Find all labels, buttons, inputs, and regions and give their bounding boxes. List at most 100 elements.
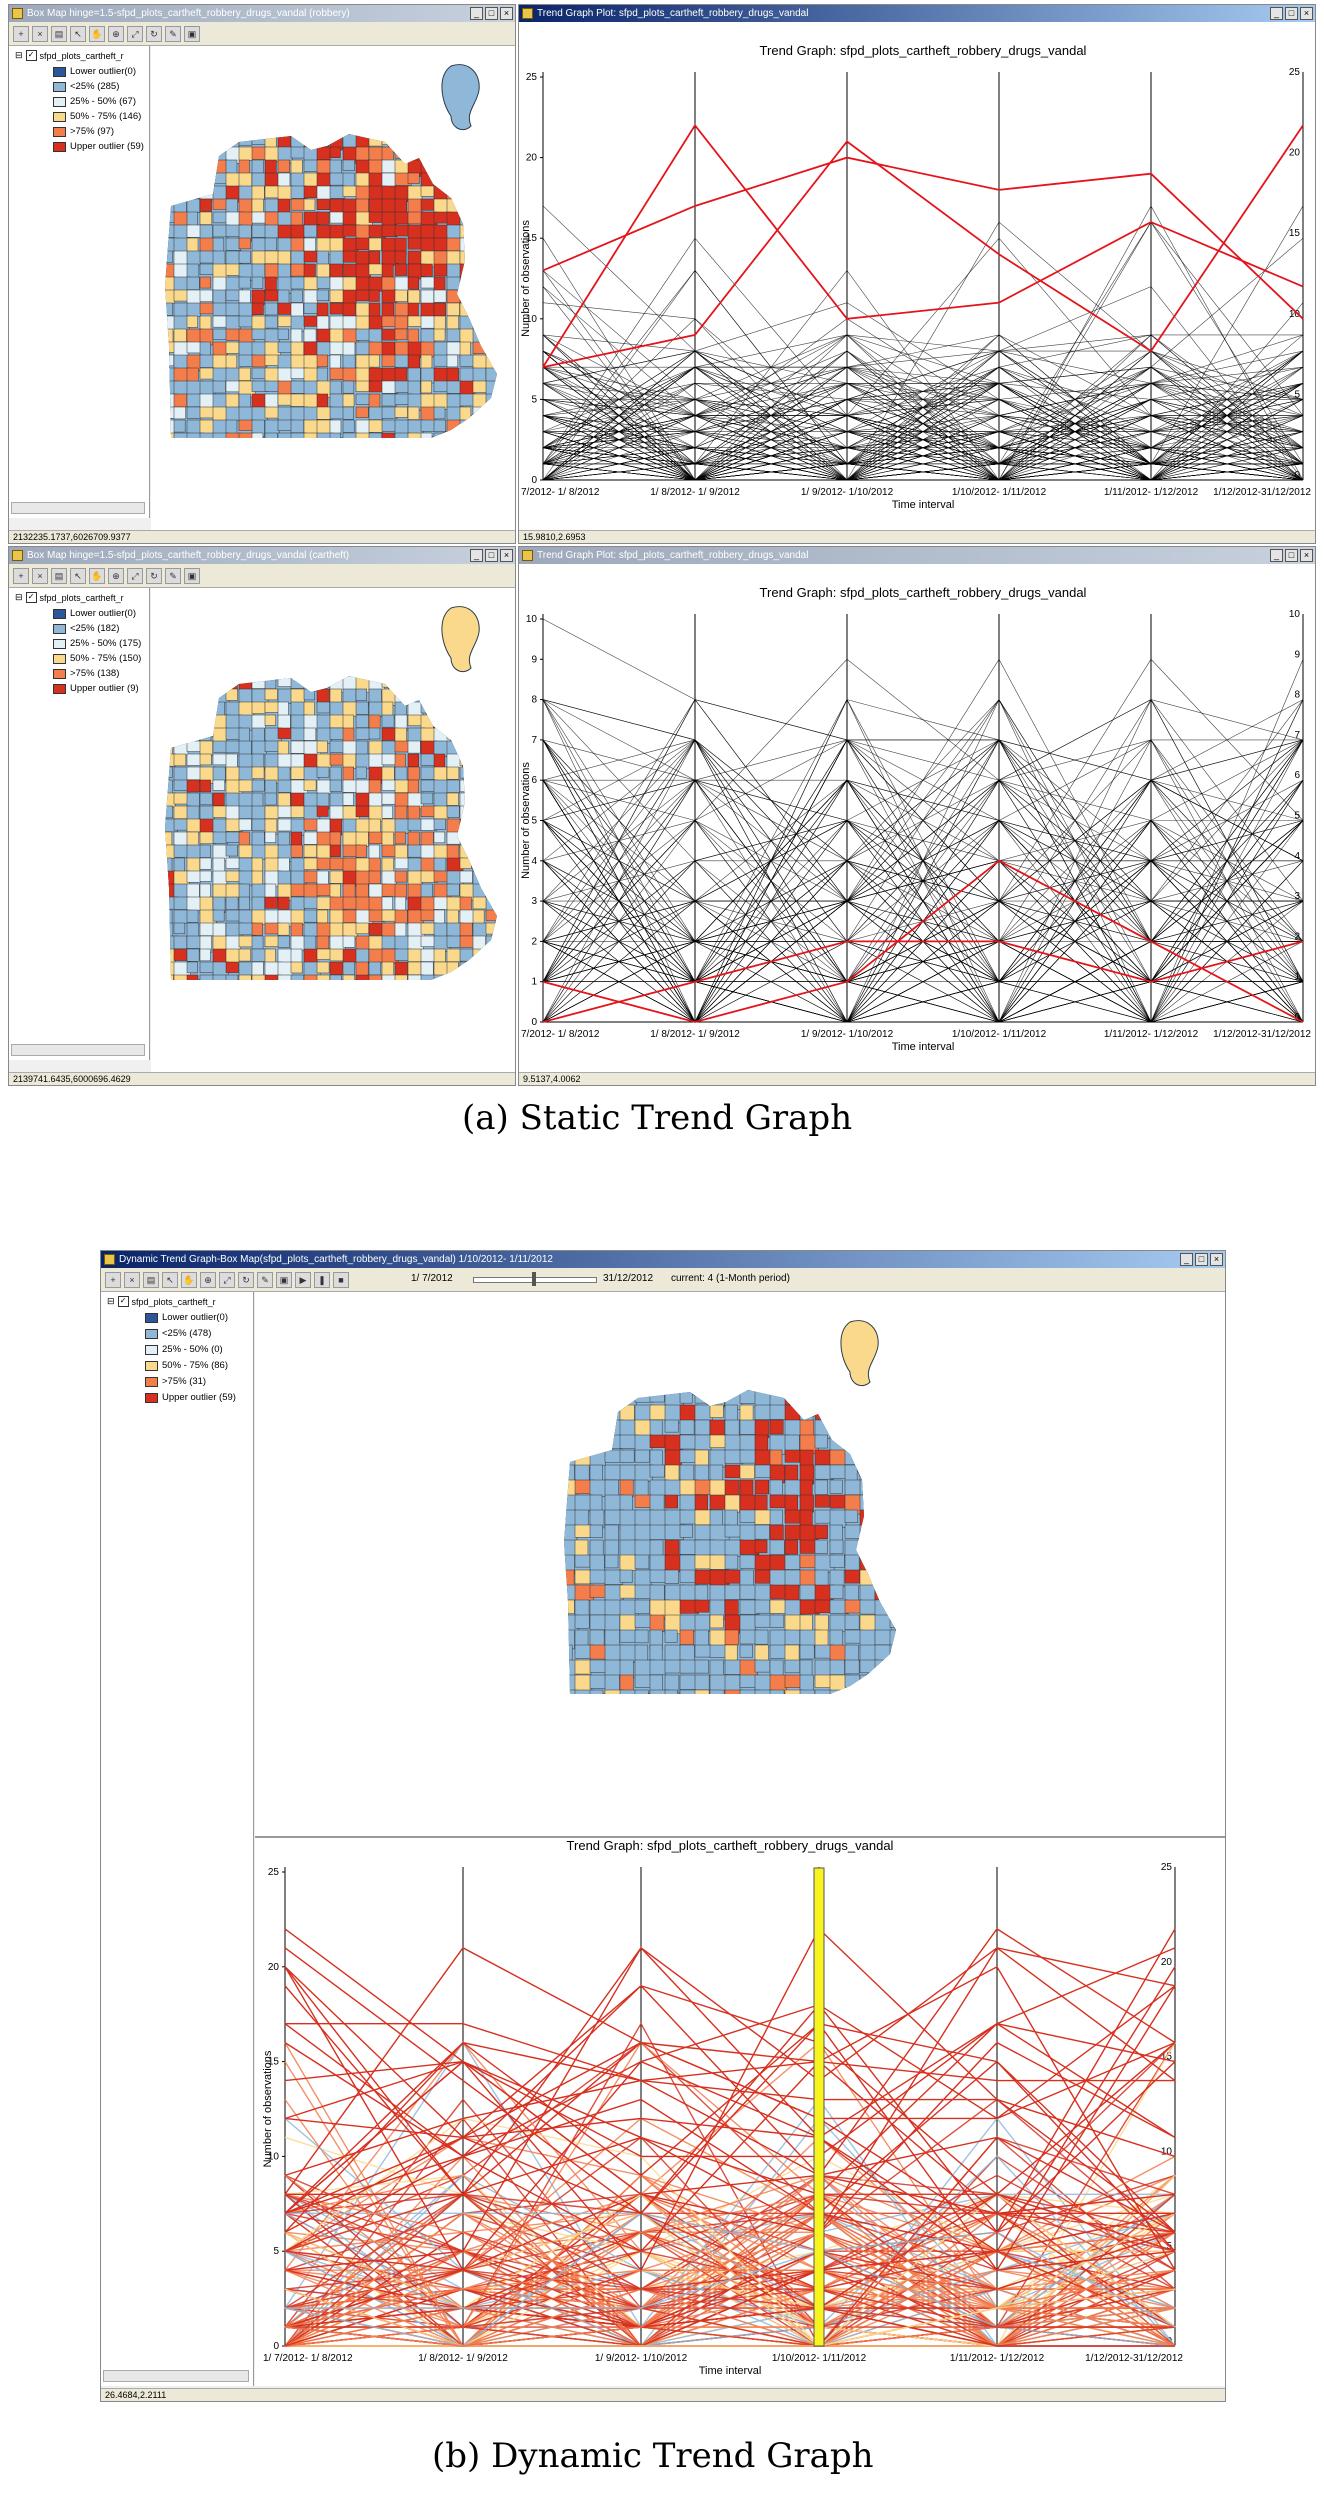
census-tract[interactable]: [433, 185, 449, 200]
census-tract[interactable]: [161, 766, 173, 778]
census-tract[interactable]: [225, 831, 242, 843]
census-tract[interactable]: [277, 935, 290, 948]
census-tract[interactable]: [739, 1689, 760, 1707]
census-tract[interactable]: [381, 883, 397, 897]
census-tract[interactable]: [329, 172, 344, 186]
census-tract[interactable]: [251, 263, 266, 279]
census-tract[interactable]: [499, 355, 512, 366]
census-tract[interactable]: [784, 1539, 798, 1555]
census-tract[interactable]: [829, 1390, 850, 1409]
census-tract[interactable]: [889, 1629, 909, 1647]
census-tract[interactable]: [173, 393, 188, 408]
census-tract[interactable]: [709, 1614, 724, 1629]
census-tract[interactable]: [238, 896, 250, 910]
census-tract[interactable]: [368, 948, 383, 964]
census-tract[interactable]: [394, 922, 407, 937]
census-tract[interactable]: [342, 159, 355, 171]
census-tract[interactable]: [560, 1434, 580, 1448]
census-tract[interactable]: [394, 779, 409, 793]
census-tract[interactable]: [485, 172, 501, 189]
layer-checkbox[interactable]: ✓: [25, 592, 37, 603]
refresh-icon[interactable]: ↻: [146, 567, 162, 584]
census-tract[interactable]: [499, 676, 515, 693]
census-tract[interactable]: [355, 805, 371, 818]
census-tract[interactable]: [446, 250, 461, 265]
census-tract[interactable]: [679, 1524, 693, 1538]
census-tract[interactable]: [316, 315, 330, 332]
census-tract[interactable]: [342, 688, 357, 703]
census-tract[interactable]: [485, 302, 499, 314]
census-tract[interactable]: [420, 792, 434, 805]
census-tract[interactable]: [634, 1524, 651, 1541]
census-tract[interactable]: [574, 1614, 590, 1629]
census-tract[interactable]: [754, 1494, 768, 1512]
census-tract[interactable]: [446, 974, 464, 990]
census-tract[interactable]: [485, 250, 497, 264]
horizontal-scrollbar[interactable]: [103, 2370, 249, 2382]
census-tract[interactable]: [407, 276, 419, 290]
layer-checkbox[interactable]: ✓: [117, 1296, 129, 1307]
extent-icon[interactable]: ⤢: [127, 567, 143, 584]
census-tract[interactable]: [186, 688, 203, 701]
census-tract[interactable]: [459, 792, 477, 808]
census-tract[interactable]: [829, 1419, 844, 1437]
census-tract[interactable]: [225, 974, 239, 989]
census-tract[interactable]: [889, 1674, 907, 1691]
census-tract[interactable]: [814, 1539, 828, 1554]
census-tract[interactable]: [739, 1644, 754, 1658]
census-tract[interactable]: [859, 1390, 874, 1404]
census-tract[interactable]: [829, 1494, 846, 1509]
census-tract[interactable]: [859, 1479, 875, 1496]
census-tract[interactable]: [329, 341, 345, 355]
census-tract[interactable]: [459, 289, 475, 304]
census-tract[interactable]: [212, 792, 225, 806]
census-tract[interactable]: [499, 741, 514, 754]
census-tract[interactable]: [199, 948, 211, 962]
census-tract[interactable]: [485, 818, 502, 831]
census-tract[interactable]: [407, 676, 425, 688]
census-tract[interactable]: [173, 935, 188, 950]
census-tract[interactable]: [420, 948, 436, 962]
census-tract[interactable]: [459, 948, 474, 962]
census-tract[interactable]: [446, 276, 462, 291]
census-tract[interactable]: [394, 302, 410, 317]
maximize-button[interactable]: □: [1285, 549, 1298, 562]
census-tract[interactable]: [754, 1449, 772, 1466]
census-tract[interactable]: [368, 393, 381, 410]
census-tract[interactable]: [199, 844, 211, 858]
minimize-button[interactable]: _: [1270, 549, 1283, 562]
census-tract[interactable]: [290, 159, 303, 176]
census-tract[interactable]: [316, 844, 332, 860]
census-tract[interactable]: [499, 420, 513, 437]
census-tract[interactable]: [769, 1614, 785, 1628]
census-tract[interactable]: [499, 394, 514, 410]
census-tract[interactable]: [799, 1689, 816, 1706]
census-tract[interactable]: [724, 1404, 738, 1422]
census-tract[interactable]: [186, 302, 201, 317]
zoom-icon[interactable]: ⊕: [200, 1271, 216, 1288]
census-tract[interactable]: [799, 1539, 818, 1554]
census-tract[interactable]: [394, 432, 410, 449]
census-tract[interactable]: [649, 1539, 664, 1557]
census-tract[interactable]: [574, 1404, 592, 1425]
census-tract[interactable]: [485, 263, 500, 276]
census-tract[interactable]: [225, 935, 241, 951]
census-tract[interactable]: [316, 198, 330, 210]
census-tract[interactable]: [446, 302, 460, 316]
minimize-button[interactable]: _: [470, 7, 483, 20]
census-tract[interactable]: [724, 1674, 741, 1691]
census-tract[interactable]: [199, 779, 211, 793]
census-tract[interactable]: [225, 844, 238, 857]
census-tract[interactable]: [446, 354, 459, 368]
census-tract[interactable]: [472, 380, 488, 393]
census-tract[interactable]: [407, 779, 420, 794]
census-tract[interactable]: [420, 172, 435, 188]
census-tract[interactable]: [161, 805, 174, 819]
census-tract[interactable]: [604, 1539, 619, 1556]
census-tract[interactable]: [694, 1644, 712, 1658]
census-tract[interactable]: [874, 1689, 894, 1709]
census-tract[interactable]: [316, 302, 329, 319]
census-tract[interactable]: [407, 432, 423, 449]
census-tract[interactable]: [303, 779, 317, 791]
census-tract[interactable]: [472, 805, 486, 817]
